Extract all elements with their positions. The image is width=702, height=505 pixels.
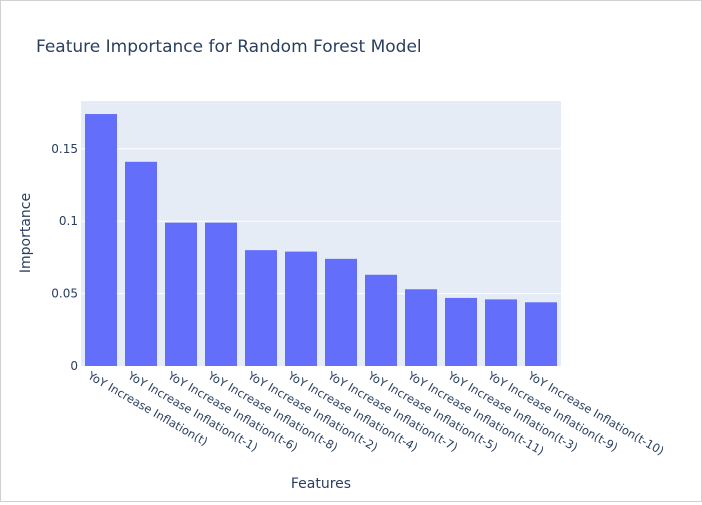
bar — [165, 222, 197, 366]
y-axis-label: Importance — [18, 193, 34, 273]
y-axis-ticks: 0 0.05 0.1 0.15 — [51, 142, 78, 373]
bar — [85, 114, 117, 367]
y-tick-label: 0 — [70, 359, 78, 373]
bar — [125, 161, 157, 366]
gridlines — [81, 148, 561, 295]
plot-area — [81, 101, 561, 366]
chart-title: Feature Importance for Random Forest Mod… — [36, 37, 422, 57]
bar — [405, 289, 437, 366]
y-tick-label: 0.1 — [59, 214, 78, 228]
y-tick-label: 0.05 — [51, 287, 78, 301]
bar — [365, 274, 397, 366]
bar — [285, 251, 317, 366]
bar — [525, 302, 557, 366]
bar — [245, 250, 277, 366]
bar — [485, 299, 517, 366]
bar — [205, 222, 237, 366]
x-axis-ticks: YoY Increase Inflation(t)YoY Increase In… — [85, 368, 667, 458]
bar — [325, 258, 357, 366]
x-axis-label: Features — [291, 476, 351, 492]
bar — [445, 297, 477, 366]
y-tick-label: 0.15 — [51, 142, 78, 156]
bars — [85, 114, 557, 367]
